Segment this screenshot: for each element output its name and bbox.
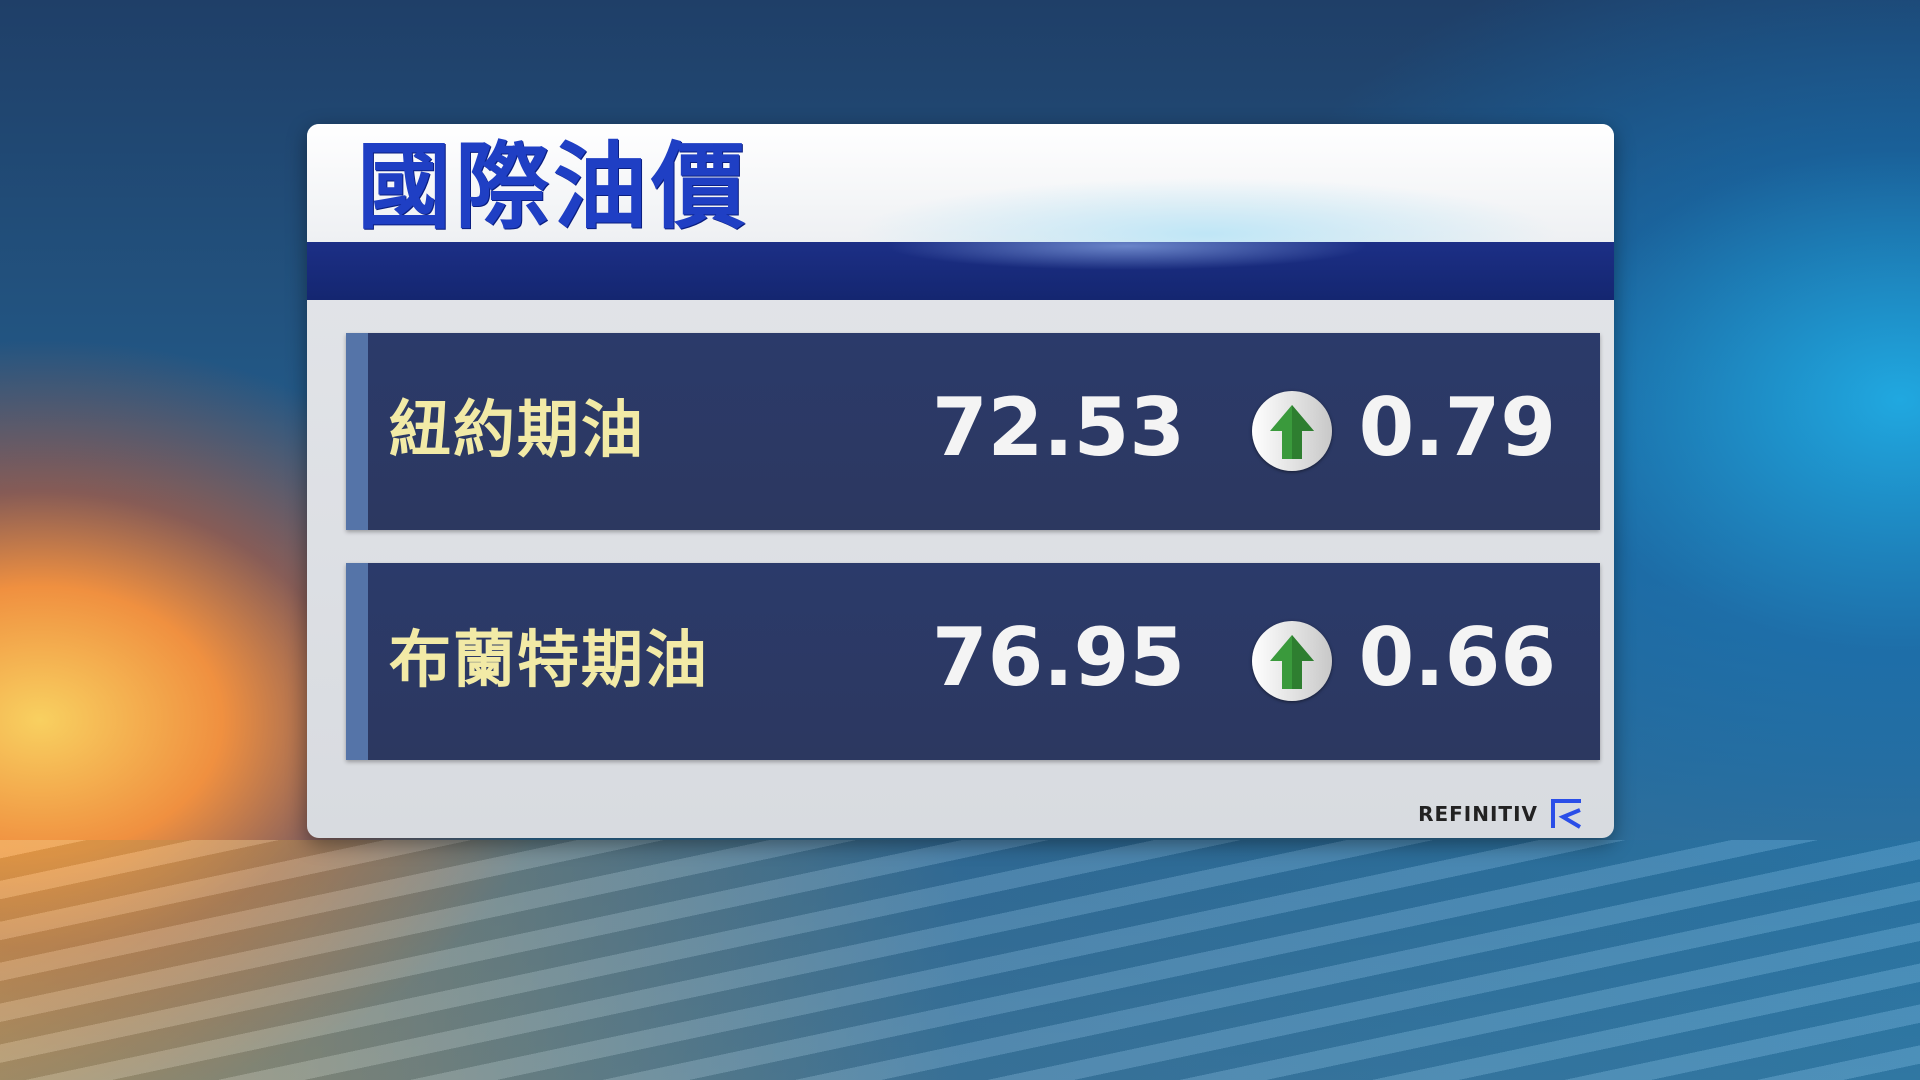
price-value: 76.95 bbox=[931, 611, 1185, 704]
change-value: 0.79 bbox=[1358, 381, 1556, 474]
page-title: 國際油價 bbox=[357, 133, 750, 242]
refinitiv-logo: REFINITIV bbox=[1418, 798, 1584, 830]
row-label: 布蘭特期油 bbox=[389, 623, 710, 696]
title-bar: 國際油價 bbox=[307, 124, 1614, 242]
change-value: 0.66 bbox=[1358, 611, 1556, 704]
price-value: 72.53 bbox=[931, 381, 1185, 474]
refinitiv-logo-icon bbox=[1551, 799, 1582, 829]
source-label: REFINITIV bbox=[1418, 802, 1538, 826]
title-band bbox=[307, 242, 1614, 300]
price-row-brent: 布蘭特期油 76.95 0.66 bbox=[346, 563, 1600, 760]
price-row-wti: 紐約期油 72.53 0.79 bbox=[346, 333, 1600, 530]
oil-price-card: 國際油價 紐約期油 72.53 0.79 布蘭特期油 76.95 0.66 RE… bbox=[307, 124, 1614, 838]
up-arrow-icon bbox=[1252, 621, 1332, 701]
background-floor bbox=[0, 840, 1920, 1080]
row-label: 紐約期油 bbox=[389, 393, 646, 466]
up-arrow-icon bbox=[1252, 391, 1332, 471]
